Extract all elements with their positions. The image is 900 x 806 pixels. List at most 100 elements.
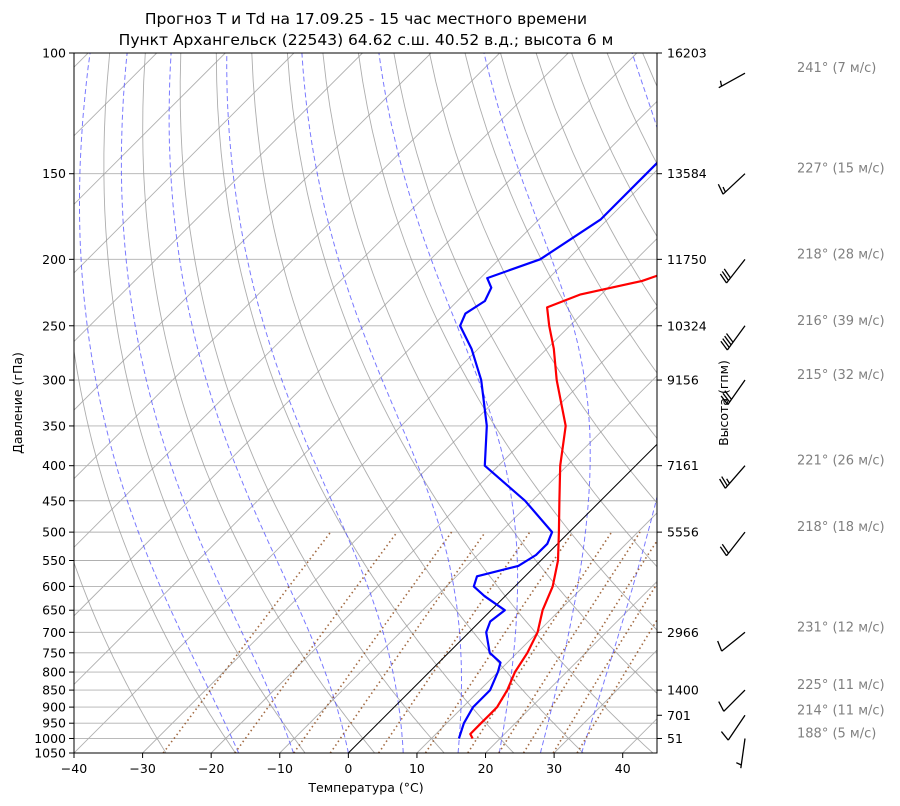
wind-barb-shaft <box>724 465 746 489</box>
dry-adiabat <box>357 53 657 631</box>
wind-barbs: 241° (7 м/с) 227° (15 м/с) 218° (28 м/с) 21… <box>717 61 885 769</box>
x-tick-label: 10 <box>409 761 425 776</box>
isotherm-line <box>74 53 432 411</box>
isotherm-line <box>485 580 657 753</box>
isotherm-line <box>142 237 657 753</box>
height-tick-label: 9156 <box>667 373 699 388</box>
y-tick-label: 350 <box>42 418 66 433</box>
wind-label: 225° (11 м/с) <box>797 678 885 693</box>
y-tick-label: 300 <box>42 373 66 388</box>
wind-label: 215° (32 м/с) <box>797 368 885 383</box>
isotherm-line <box>74 53 638 617</box>
y-tick-label: 650 <box>42 603 66 618</box>
dry-adiabat <box>179 53 445 753</box>
wind-barb <box>717 173 746 195</box>
y-axis-label-right: Высота (гпм) <box>716 360 731 446</box>
x-tick-label: −20 <box>198 761 224 776</box>
wind-barb-flag <box>721 476 728 487</box>
y-tick-label: 750 <box>42 645 66 660</box>
dry-adiabat <box>103 53 306 753</box>
y-tick-label: 100 <box>42 46 66 61</box>
plot-frame <box>73 52 658 754</box>
isotherm-line <box>760 53 900 753</box>
x-tick-label: 20 <box>478 761 494 776</box>
chart-title: Прогноз T и Td на 17.09.25 - 15 час мест… <box>145 10 587 28</box>
wind-barb <box>720 325 746 351</box>
wind-barb-flag <box>722 338 730 348</box>
wind-barb-flag <box>719 273 728 284</box>
isotherm-line <box>74 53 569 548</box>
mixing-ratio-line <box>576 618 657 753</box>
wind-barb-flag <box>719 478 726 489</box>
mixing-ratio-line <box>162 531 332 753</box>
moist-adiabat <box>301 53 462 753</box>
moist-adiabat <box>581 53 657 753</box>
wind-barb-flag <box>721 543 730 554</box>
height-tick-label: 16203 <box>667 46 707 61</box>
wind-barb-flag <box>720 731 729 741</box>
wind-barb-flag <box>726 478 731 484</box>
isotherm-line <box>279 375 657 753</box>
wind-barb <box>718 72 746 89</box>
wind-barb-shaft <box>721 631 746 652</box>
mixing-ratio-line <box>293 531 453 753</box>
y-tick-label: 800 <box>42 665 66 680</box>
wind-barb-flag <box>719 546 728 557</box>
dry-adiabat <box>571 53 657 238</box>
wind-barb <box>720 714 746 741</box>
dry-adiabat <box>142 53 376 753</box>
y-tick-label: 1050 <box>34 746 66 761</box>
y-tick-label: 600 <box>42 579 66 594</box>
wind-barb <box>736 738 746 769</box>
dry-adiabat <box>74 561 167 753</box>
wind-barb-shaft <box>726 531 746 557</box>
dry-adiabat <box>678 53 900 753</box>
wind-barb-flag <box>721 271 730 281</box>
moist-adiabat <box>378 53 519 753</box>
wind-barb-shaft <box>727 379 746 406</box>
y-tick-label: 150 <box>42 166 66 181</box>
wind-barb-flag <box>736 762 742 766</box>
mixing-ratio-line <box>467 531 613 753</box>
height-tick-label: 11750 <box>667 252 707 267</box>
wind-barb-flag <box>717 183 724 195</box>
isotherm-line <box>74 53 226 205</box>
isotherm-line <box>622 718 657 753</box>
isotherm-line <box>416 512 657 753</box>
height-tick-label: 5556 <box>667 525 699 540</box>
mixing-ratio-line <box>552 582 657 753</box>
wind-barb-shaft <box>740 738 746 769</box>
x-axis: −40 −30 −20 −10 0 10 20 30 40 <box>61 753 631 776</box>
x-tick-label: −40 <box>61 761 87 776</box>
x-tick-label: −10 <box>267 761 293 776</box>
y-tick-label: 550 <box>42 553 66 568</box>
wind-barb-shaft <box>726 325 746 351</box>
x-tick-label: 0 <box>344 761 352 776</box>
dry-adiabat <box>856 53 900 753</box>
isotherm-line <box>74 169 657 753</box>
wind-barb-shaft <box>718 72 746 89</box>
dry-adiabat <box>500 53 657 374</box>
wind-barb-flag <box>725 333 734 343</box>
dry-adiabat <box>74 53 236 753</box>
isotherm-line <box>74 53 363 343</box>
wind-barb-flag <box>724 335 732 346</box>
wind-label: 227° (15 м/с) <box>797 162 885 177</box>
wind-label: 231° (12 м/с) <box>797 620 885 635</box>
wind-barb-flag <box>719 80 723 87</box>
y-tick-label: 1000 <box>34 731 66 746</box>
dry-adiabat <box>215 53 515 753</box>
wind-barb-shaft <box>723 689 746 712</box>
wind-label: 218° (28 м/с) <box>797 247 885 262</box>
wind-barb-flag <box>720 395 729 406</box>
wind-barb-shaft <box>722 173 746 195</box>
wind-barb-shaft <box>726 258 746 284</box>
dry-adiabat <box>464 53 657 440</box>
y-tick-label: 700 <box>42 625 66 640</box>
height-tick-label: 2966 <box>667 625 699 640</box>
y-axis: 100 150 200 250 300 350 400 450 500 550 600 650 700 7… <box>34 46 74 761</box>
moist-adiabat <box>120 53 294 753</box>
chart-subtitle: Пункт Архангельск (22543) 64.62 с.ш. 40.… <box>119 31 614 49</box>
grid-layer <box>74 53 900 753</box>
y-tick-label: 250 <box>42 318 66 333</box>
